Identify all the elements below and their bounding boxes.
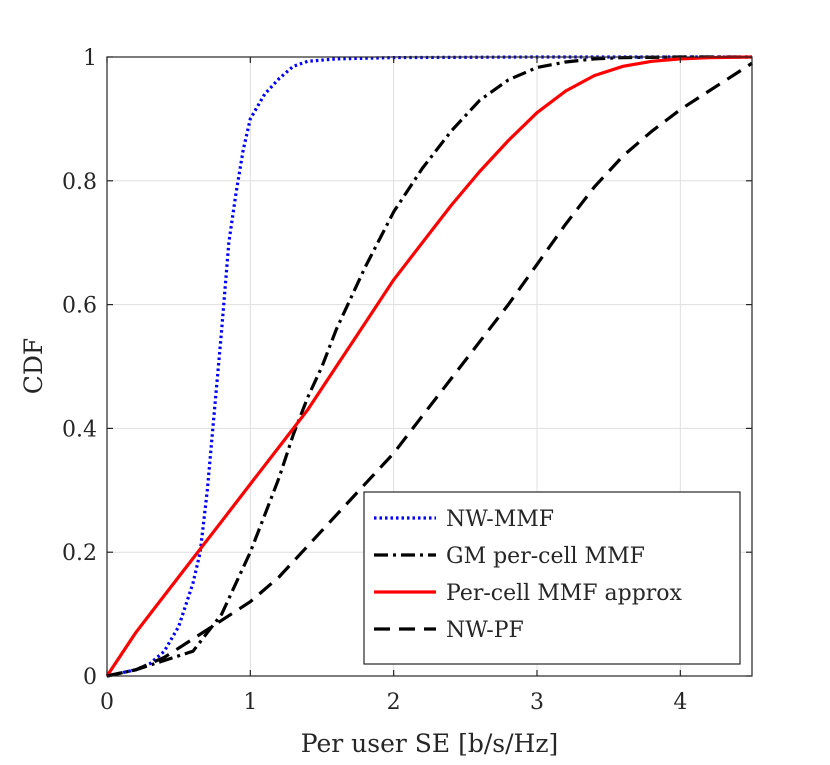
y-axis-title: CDF [19, 338, 48, 395]
x-tick-label: 3 [530, 690, 544, 715]
legend-label-per-cell-mmf-approx: Per-cell MMF approx [446, 581, 683, 606]
x-tick-label: 2 [387, 690, 401, 715]
x-axis-title: Per user SE [b/s/Hz] [301, 729, 559, 758]
series-lines [105, 55, 753, 678]
legend-label-gm-per-cell-mmf: GM per-cell MMF [446, 544, 645, 569]
series-line-nw-pf [106, 61, 753, 678]
x-tick-label: 0 [100, 690, 114, 715]
legend-label-nw-pf: NW-PF [446, 618, 524, 643]
axis-ticks: 0 1 2 3 4 0 0.2 0.4 0.6 0.8 1 [62, 46, 752, 715]
y-tick-label: 0 [83, 665, 97, 690]
y-tick-label: 1 [83, 46, 97, 71]
y-tick-label: 0.6 [62, 294, 97, 319]
y-tick-label: 0.8 [62, 170, 97, 195]
plot-frame [106, 56, 753, 677]
series-line-per-cell-mmf-approx [105, 55, 753, 677]
y-tick-label: 0.2 [62, 541, 97, 566]
series-line-nw-mmf [106, 55, 752, 678]
legend: NW-MMF GM per-cell MMF Per-cell MMF approx… [363, 491, 741, 665]
legend-box [363, 491, 741, 665]
x-tick-label: 4 [673, 690, 687, 715]
legend-label-nw-mmf: NW-MMF [446, 507, 554, 532]
y-tick-label: 0.4 [62, 417, 97, 442]
x-tick-label: 1 [243, 690, 257, 715]
